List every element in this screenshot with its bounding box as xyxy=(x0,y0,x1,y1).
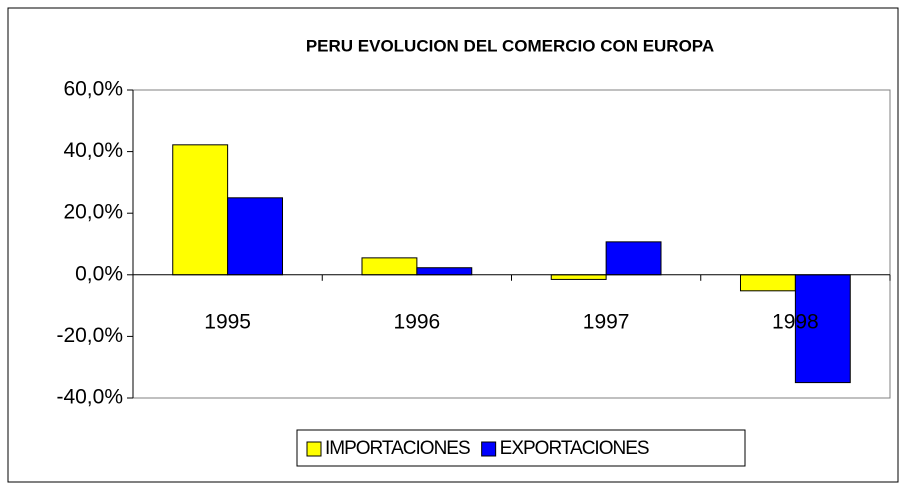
y-tick-label: 40,0% xyxy=(63,139,123,162)
bar xyxy=(361,257,418,276)
bar xyxy=(227,197,284,276)
x-tick-label: 1996 xyxy=(394,310,441,333)
legend-swatch xyxy=(306,441,322,457)
x-tick-label: 1997 xyxy=(583,310,630,333)
legend-swatch xyxy=(481,441,497,457)
bar xyxy=(605,241,662,276)
legend-label: EXPORTACIONES xyxy=(500,438,649,459)
chart-border xyxy=(7,7,899,483)
y-tick-label: 60,0% xyxy=(63,78,123,101)
y-tick-label: -40,0% xyxy=(56,386,123,409)
legend-box xyxy=(296,429,746,467)
bar xyxy=(416,267,473,276)
legend-label: IMPORTACIONES xyxy=(325,438,470,459)
x-tick-label: 1998 xyxy=(772,310,819,333)
bar xyxy=(739,274,796,292)
y-tick-label: -20,0% xyxy=(56,324,123,347)
y-tick-label: 20,0% xyxy=(63,201,123,224)
x-tick-label: 1995 xyxy=(204,310,251,333)
bar xyxy=(550,274,607,280)
y-tick-label: 0,0% xyxy=(75,262,123,285)
bar xyxy=(794,274,851,384)
chart-title: PERU EVOLUCION DEL COMERCIO CON EUROPA xyxy=(306,36,714,55)
bar xyxy=(172,144,229,276)
